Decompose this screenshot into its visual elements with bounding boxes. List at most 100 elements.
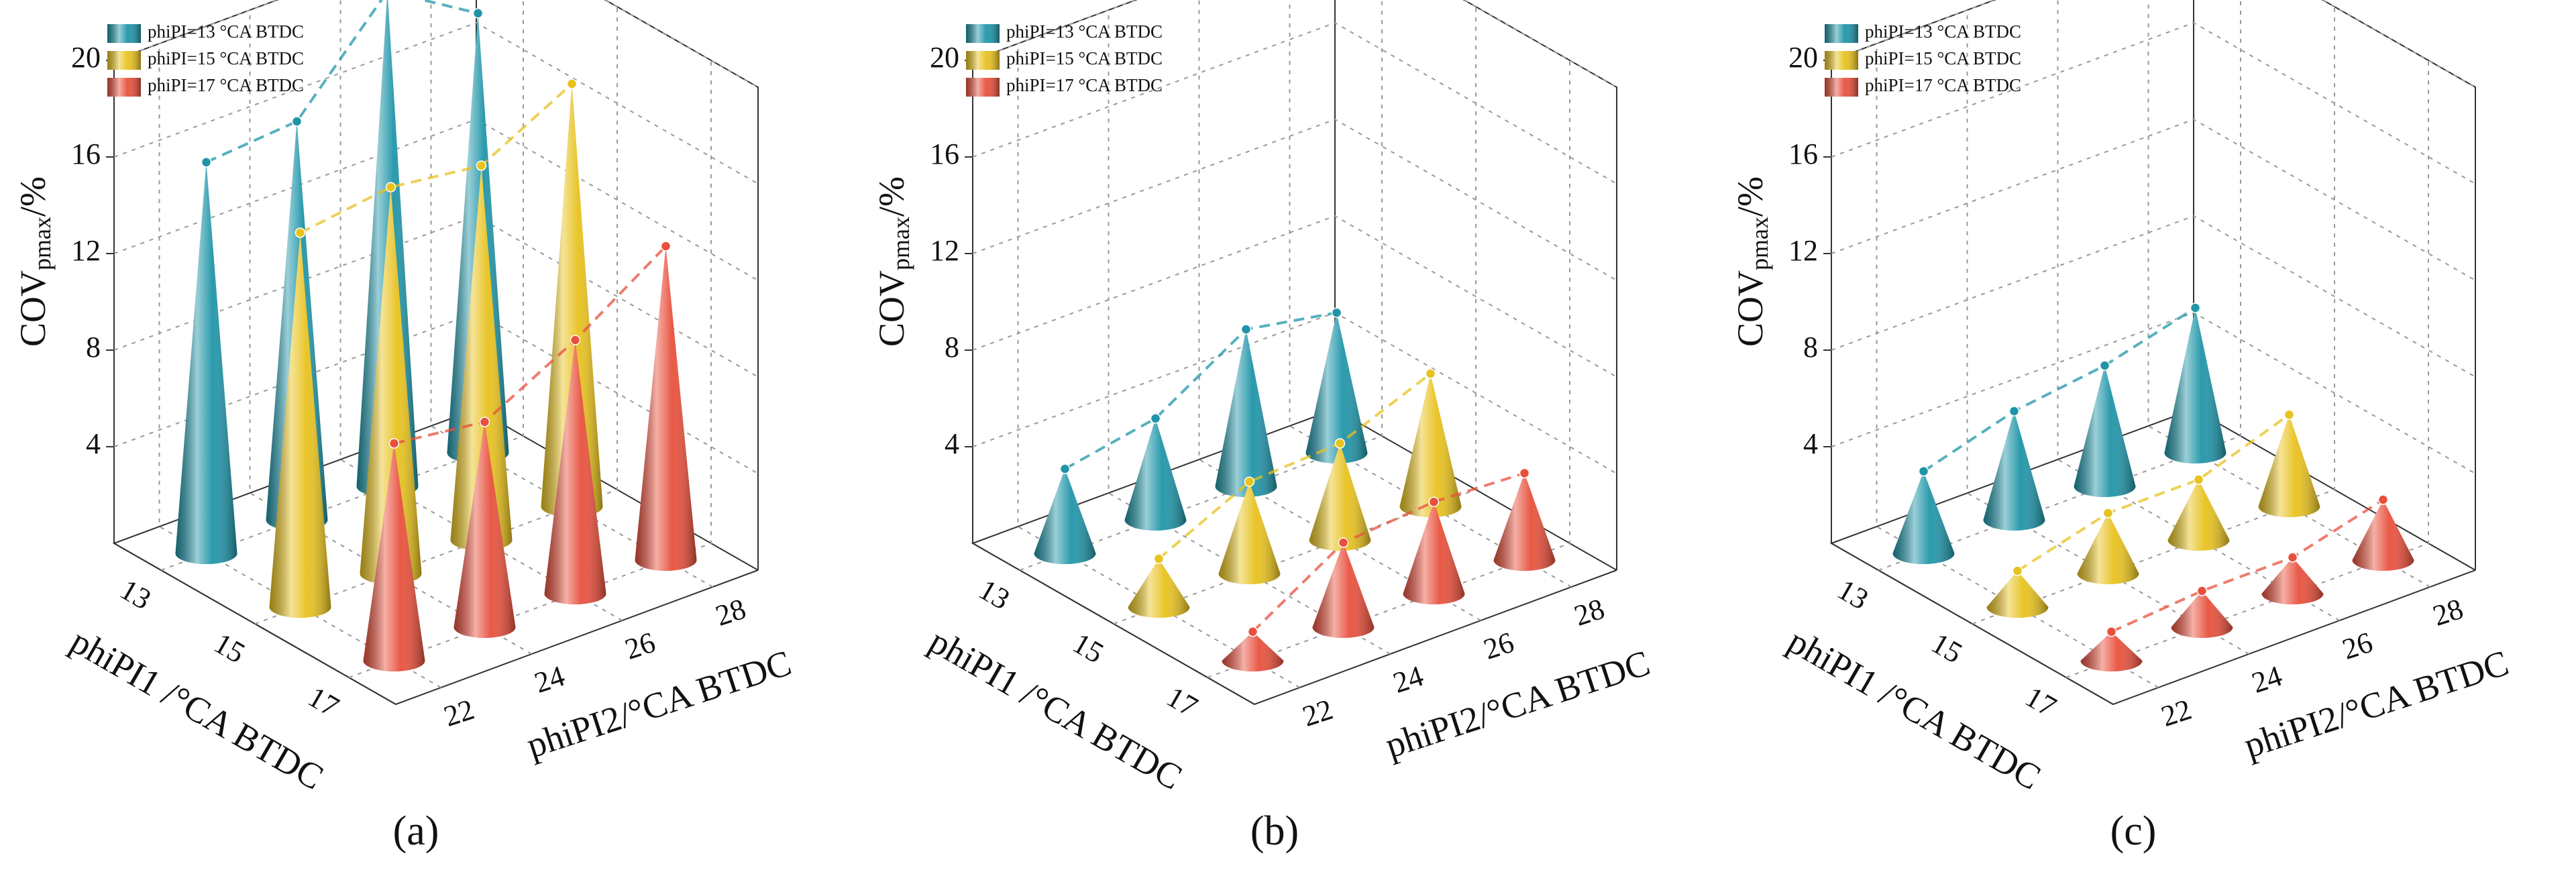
legend-swatch-shade [1825,51,1858,70]
cone-shade [1986,571,2049,618]
grid-line [113,0,759,88]
y-label-sub: pmax [888,217,914,270]
panel: 4 8 12 16 20 22 24 26 28 13 15 17 COVpmax/% phiPI1 /°… [1730,0,2514,854]
cone-shade [2171,591,2233,638]
grid-line [1831,311,2476,474]
apex-line [1923,307,2196,473]
cone-shade [450,166,513,551]
apex-dot [472,8,484,19]
cone-shade [1892,471,1955,564]
apex-line [299,83,573,234]
legend-swatch-shade [1825,24,1858,43]
y-tick-label: 12 [930,234,959,267]
apex-dot [2287,552,2298,563]
apex-line [1252,472,1525,633]
y-tick-label: 20 [71,41,101,74]
legend-label: phiPI=17 °CA BTDC [148,75,304,95]
legend-swatch-shade [966,78,1000,97]
y-label-main: COV [13,270,53,347]
grid-line [348,60,712,678]
apex-line [394,245,667,445]
cone-shade [2074,366,2136,497]
cone-shade [175,162,237,565]
y-tick-label: 20 [1788,41,1818,74]
y-tick-label: 12 [1788,234,1818,267]
cone-shade [1399,374,1462,517]
grid-line [1207,60,1570,678]
cone-shade [1215,329,1277,497]
apex-dot [294,227,306,238]
cone-shade [1312,543,1375,638]
legend-swatch-shade [107,51,141,70]
apex-dot [660,241,672,252]
apex-dot [2377,494,2389,505]
cone-shade [2167,480,2230,551]
cone-shade [363,443,425,671]
legend-swatch-shade [966,51,1000,70]
cone-shade [2258,415,2320,517]
apex-dot [1244,476,1255,487]
y-tick-label: 12 [71,234,101,267]
apex-dot [2106,626,2117,637]
cone-shade [1983,411,2045,531]
cone-shade [1128,559,1190,618]
y-label-sub: pmax [1746,217,1773,270]
y-tick-label: 16 [1788,138,1818,170]
x-tick-label: 24 [531,659,569,700]
cone-shade [1124,418,1187,531]
x-tick-label: 28 [712,592,750,633]
cone-shade [2077,513,2139,584]
panel: 4 8 12 16 20 22 24 26 28 13 15 17 COVpmax/% phiPI1 /°… [871,0,1655,854]
cones [1034,313,1556,671]
depth-axis-label: phiPI1 /°CA BTDC [64,620,330,798]
apex-dot [291,116,303,127]
apex-dot [2102,508,2114,519]
grid-line [972,311,1617,474]
grid-line [254,7,618,624]
legend-label: phiPI=15 °CA BTDC [148,48,304,68]
y-tick-label: 4 [86,427,101,460]
cone-shade [269,233,331,618]
cone-shade [1493,473,1556,571]
y-label-unit: /% [13,176,53,217]
depth-tick-label: 15 [1926,626,1968,669]
apex-dot [2008,406,2020,417]
apex-dot [570,335,581,345]
cone-shade [2164,308,2226,464]
legend-swatch-shade [107,24,141,43]
apex-dot [1240,324,1252,335]
grid-line [113,21,759,184]
grid-line [1831,118,2476,281]
grid-line [1019,0,1383,571]
legend-label: phiPI=15 °CA BTDC [1006,48,1163,68]
grid-line [972,118,1617,281]
x-tick-label: 22 [1299,693,1337,733]
depth-tick-label: 13 [973,573,1016,616]
x-tick-label: 28 [1570,592,1609,633]
panel: 4 8 12 16 20 22 24 26 28 13 15 17 COVpmax/% phiPI1 /°… [13,0,796,854]
grid-line [1113,7,1477,624]
y-tick-label: 16 [71,138,101,170]
floor-edge [1831,543,2476,706]
cone-shade [1305,313,1368,464]
wall-edge [972,0,1617,570]
apex-dot [385,182,396,193]
x-tick-label: 28 [2429,592,2467,633]
y-tick-label: 8 [86,331,101,364]
wall-edge [1831,0,2476,570]
apex-dot [1428,496,1440,507]
apex-dot [1918,466,1929,477]
apex-dot [1150,413,1161,424]
depth-axis-label: phiPI1 /°CA BTDC [1781,620,2047,798]
panel-label: (b) [1250,808,1299,854]
apex-dot [2193,474,2204,485]
cone-shade [541,84,603,517]
x-axis-label: phiPI2/°CA BTDC [522,643,796,766]
x-axis-label: phiPI2/°CA BTDC [1381,643,1655,766]
cone-shade [544,340,606,604]
cone-shade [1034,469,1096,564]
grid-line [972,0,1617,88]
cone-shade [635,246,697,571]
cone-shade [360,187,422,584]
y-tick-label: 8 [945,331,959,364]
